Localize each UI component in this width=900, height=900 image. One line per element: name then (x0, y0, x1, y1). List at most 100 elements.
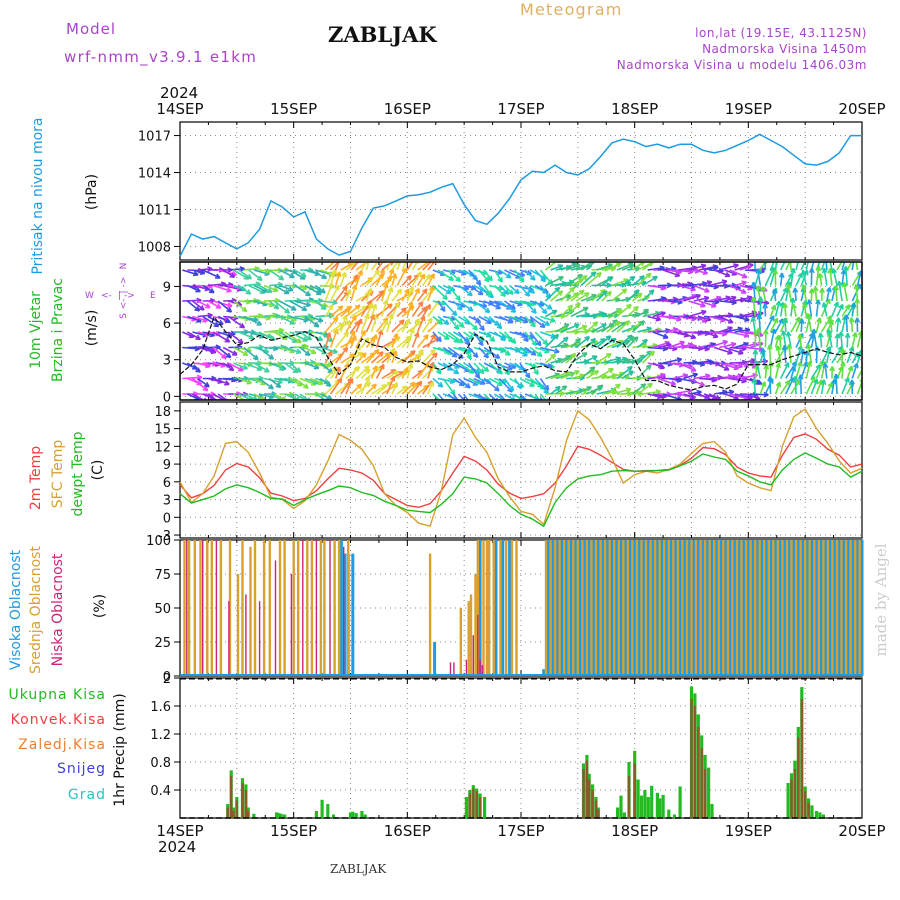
wind-arrow-head (253, 354, 259, 361)
model-name: wrf-nmm_v3.9.1 e1km (64, 48, 258, 66)
wind-arrow-head (272, 286, 279, 293)
precip-legend-0: Ukupna Kisa (8, 687, 106, 703)
pressure-ytick-label: 1008 (138, 240, 171, 255)
wind-arrow-head (195, 334, 201, 341)
wind-arrow (192, 393, 206, 400)
wind-arrow (258, 377, 274, 390)
wind-arrow (340, 307, 351, 318)
precip-bar-0 (639, 795, 644, 818)
cloud-bar-1 (781, 540, 784, 676)
wind-arrow (334, 271, 341, 286)
precip-legend-3: Snijeg (57, 761, 106, 777)
precip-bar-1 (591, 790, 594, 818)
wind-arrow (258, 331, 276, 341)
cloud-bar-1 (567, 540, 570, 676)
precip-bar-0 (354, 813, 358, 818)
cloud-unit: (%) (92, 594, 108, 618)
wind-arrow (253, 377, 266, 386)
wind-arrow (202, 284, 215, 294)
credit-watermark: made by Angel (872, 543, 890, 656)
wind-arrow (340, 315, 347, 333)
precip-bar-0 (646, 797, 650, 818)
wind-arrow-head (287, 286, 294, 292)
cloud-bar-1 (306, 540, 309, 676)
wind-arrow (197, 377, 210, 388)
cloud-bar-1 (585, 540, 589, 676)
wind-arrow (207, 283, 226, 287)
x-date-label-bottom: 19SEP (725, 822, 772, 840)
wind-arrow (243, 283, 261, 287)
precip-bar-1 (793, 769, 797, 818)
wind-arrow (243, 267, 260, 271)
wind-arrow-head (507, 403, 512, 408)
wind-arrow-head (327, 350, 333, 357)
wind-arrow (279, 315, 295, 325)
wind-arrow (411, 262, 418, 271)
cloud-bar-2 (637, 540, 641, 676)
wind-arrow (370, 365, 378, 379)
cloud-bar-1 (681, 540, 684, 676)
wind-arrow (406, 262, 414, 271)
wind-arrow-head (266, 287, 273, 293)
wind-arrow (411, 288, 420, 302)
wind-arrow-head (379, 363, 385, 370)
wind-arrow-head (343, 331, 349, 338)
cloud-bar-2 (765, 540, 768, 676)
cloud-bar-1 (603, 540, 607, 676)
cloud-bar-1 (210, 540, 213, 676)
precip-bar-0 (351, 811, 355, 818)
cloud-bar-1 (581, 540, 584, 676)
wind-arrow (769, 262, 775, 271)
wind-arrow-head (404, 318, 411, 325)
wind-arrow (370, 334, 378, 348)
cloud-bar-1 (685, 540, 689, 676)
wind-arrow-head (374, 269, 380, 276)
wind-arrow (289, 315, 309, 322)
wind-arrow-head (306, 334, 312, 341)
wind-arrow (258, 284, 273, 293)
cloud-bar-1 (776, 540, 780, 676)
cloud-bar-1 (485, 540, 489, 676)
cloud-bar-0 (465, 659, 468, 676)
wind-arrow-head (224, 337, 231, 343)
cloud-bar-1 (283, 540, 286, 676)
cloud-bar-1 (844, 540, 848, 676)
wind-arrow (299, 377, 317, 386)
wind-arrow (345, 330, 356, 348)
wind-arrow (391, 302, 400, 317)
cloud-bar-1 (813, 540, 816, 676)
wind-arrow (253, 315, 271, 320)
cloud-bar-0 (215, 540, 218, 676)
wind-arrow-head (379, 268, 385, 275)
compass-down: <- (119, 299, 129, 310)
wind-arrow-head (213, 321, 220, 328)
cloud-bar-1 (488, 540, 491, 676)
wind-arrow-head (351, 315, 357, 321)
wind-arrow (855, 262, 859, 271)
wind-arrow-head (208, 287, 215, 294)
temp-line-0 (179, 433, 863, 509)
wind-arrow-head (425, 304, 432, 310)
wind-arrow (294, 393, 308, 400)
precip-bar-0 (661, 794, 665, 818)
wind-arrow (391, 273, 397, 286)
wind-arrow (355, 352, 367, 364)
wind-arrow-head (225, 317, 231, 323)
wind-arrow-head (788, 254, 792, 259)
wind-arrow (289, 331, 308, 342)
cloud-bar-0 (302, 540, 304, 676)
wind-arrow (243, 393, 258, 400)
wind-arrow (187, 284, 201, 293)
wind-arrow-head (423, 334, 429, 340)
cloud-bar-2 (494, 540, 498, 676)
wind-arrow-head (303, 383, 309, 389)
wind-arrow (335, 346, 348, 364)
wind-arrow-head (245, 289, 252, 295)
wind-arrow (360, 352, 376, 364)
wind-arrow-head (422, 288, 428, 295)
cloud-bar-0 (274, 560, 277, 676)
wind-arrow (360, 313, 370, 333)
wind-arrow-head (360, 352, 367, 359)
cloud-bar-2 (546, 540, 550, 676)
wind-arrow (273, 284, 290, 295)
